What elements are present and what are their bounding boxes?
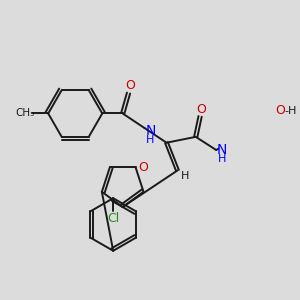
Text: -H: -H: [284, 106, 297, 116]
Text: O: O: [275, 104, 285, 117]
Text: H: H: [218, 154, 226, 164]
Text: N: N: [145, 124, 156, 138]
Text: O: O: [125, 79, 135, 92]
Text: H: H: [181, 171, 189, 181]
Text: H: H: [146, 135, 154, 145]
Text: O: O: [138, 161, 148, 174]
Text: O: O: [196, 103, 206, 116]
Text: CH₃: CH₃: [15, 109, 34, 118]
Text: N: N: [217, 143, 227, 157]
Text: Cl: Cl: [107, 212, 119, 225]
